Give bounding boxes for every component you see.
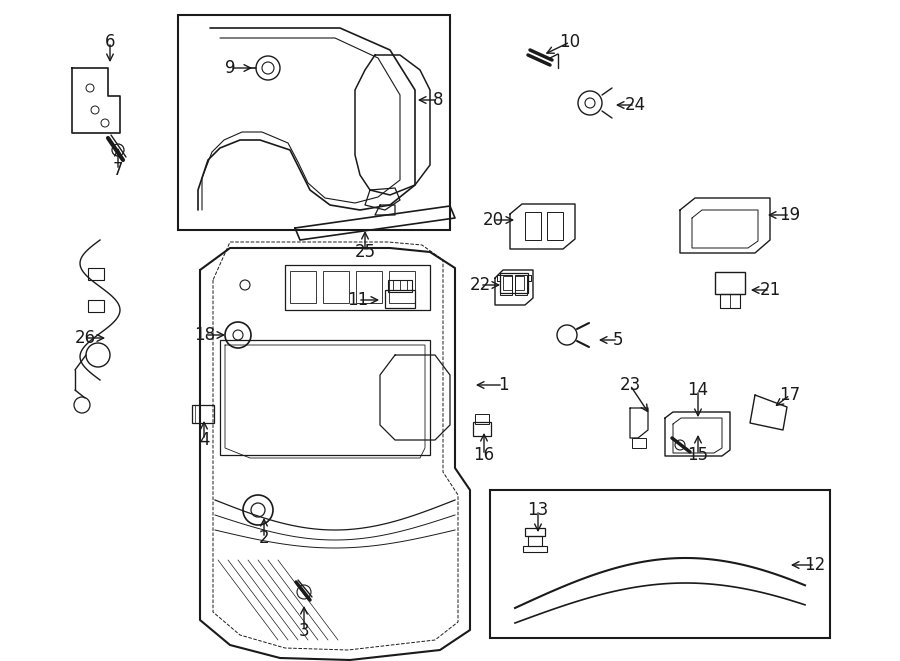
Text: 13: 13 — [527, 501, 549, 519]
Text: 9: 9 — [225, 59, 235, 77]
Bar — [178, 15, 450, 230]
Bar — [220, 340, 430, 455]
Text: 11: 11 — [347, 291, 369, 309]
Bar — [475, 414, 489, 424]
Bar — [528, 536, 542, 546]
Text: 17: 17 — [779, 386, 801, 404]
Bar — [385, 290, 415, 308]
Text: 14: 14 — [688, 381, 708, 399]
Text: 25: 25 — [355, 243, 375, 261]
Bar — [388, 280, 412, 292]
Text: 26: 26 — [75, 329, 95, 347]
Text: 5: 5 — [613, 331, 623, 349]
Text: 12: 12 — [805, 556, 825, 574]
Bar — [88, 300, 104, 312]
Bar — [547, 212, 563, 240]
Bar — [192, 405, 214, 423]
Bar — [515, 276, 524, 290]
Bar — [523, 546, 547, 552]
Text: 8: 8 — [433, 91, 443, 109]
Bar — [490, 490, 830, 638]
Bar — [323, 271, 349, 303]
Text: 16: 16 — [473, 446, 495, 464]
Text: 18: 18 — [194, 326, 216, 344]
Text: 6: 6 — [104, 33, 115, 51]
Bar — [632, 438, 646, 448]
Bar — [525, 528, 545, 536]
Text: 20: 20 — [482, 211, 504, 229]
Bar — [389, 271, 415, 303]
Text: 19: 19 — [779, 206, 801, 224]
Bar — [290, 271, 316, 303]
Text: 23: 23 — [619, 376, 641, 394]
Text: 2: 2 — [258, 529, 269, 547]
Bar — [715, 272, 745, 294]
Bar — [88, 268, 104, 280]
Text: 15: 15 — [688, 446, 708, 464]
Bar — [515, 275, 527, 295]
Bar — [285, 265, 430, 310]
Text: 3: 3 — [299, 622, 310, 640]
Text: 4: 4 — [199, 431, 209, 449]
Text: 24: 24 — [625, 96, 645, 114]
Text: 22: 22 — [470, 276, 490, 294]
Bar — [500, 273, 528, 293]
Bar — [503, 276, 512, 290]
Bar — [356, 271, 382, 303]
Bar — [720, 294, 740, 308]
Bar — [500, 275, 512, 295]
Bar — [525, 212, 541, 240]
Text: 21: 21 — [760, 281, 780, 299]
Text: 7: 7 — [112, 161, 123, 179]
Text: 1: 1 — [498, 376, 508, 394]
Bar — [473, 422, 491, 436]
Text: 10: 10 — [560, 33, 580, 51]
